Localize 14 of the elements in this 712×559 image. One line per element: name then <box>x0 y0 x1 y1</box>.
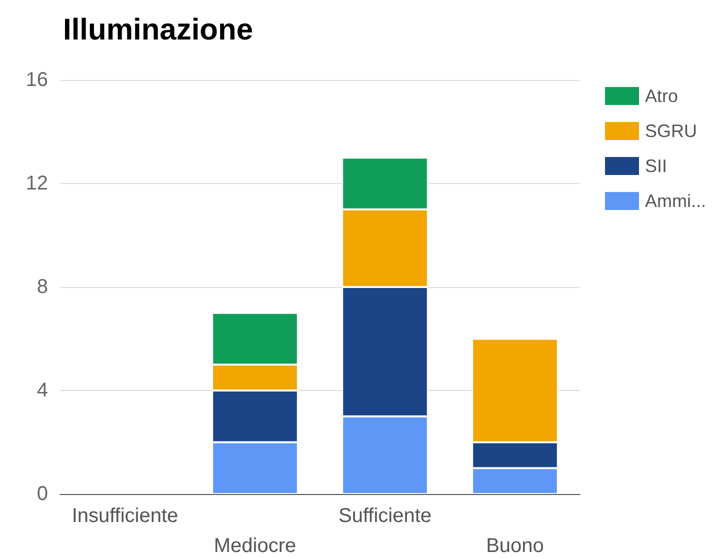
y-tick-label: 8 <box>36 276 48 298</box>
y-tick-label: 4 <box>36 380 48 402</box>
x-tick-label: Insufficiente <box>72 505 178 527</box>
y-tick-label: 12 <box>26 172 48 194</box>
x-tick-label: Sufficiente <box>338 505 432 527</box>
y-tick-label: 0 <box>36 483 48 505</box>
legend-label: SGRU <box>645 121 698 141</box>
x-tick-label: Buono <box>486 535 544 557</box>
y-tick-label: 16 <box>26 69 48 91</box>
legend-label: Atro <box>645 86 678 106</box>
legend-label: Ammi... <box>645 191 706 211</box>
chart-title: Illuminazione <box>63 14 254 46</box>
legend-label: SII <box>645 156 668 176</box>
x-tick-label: Mediocre <box>214 535 296 557</box>
